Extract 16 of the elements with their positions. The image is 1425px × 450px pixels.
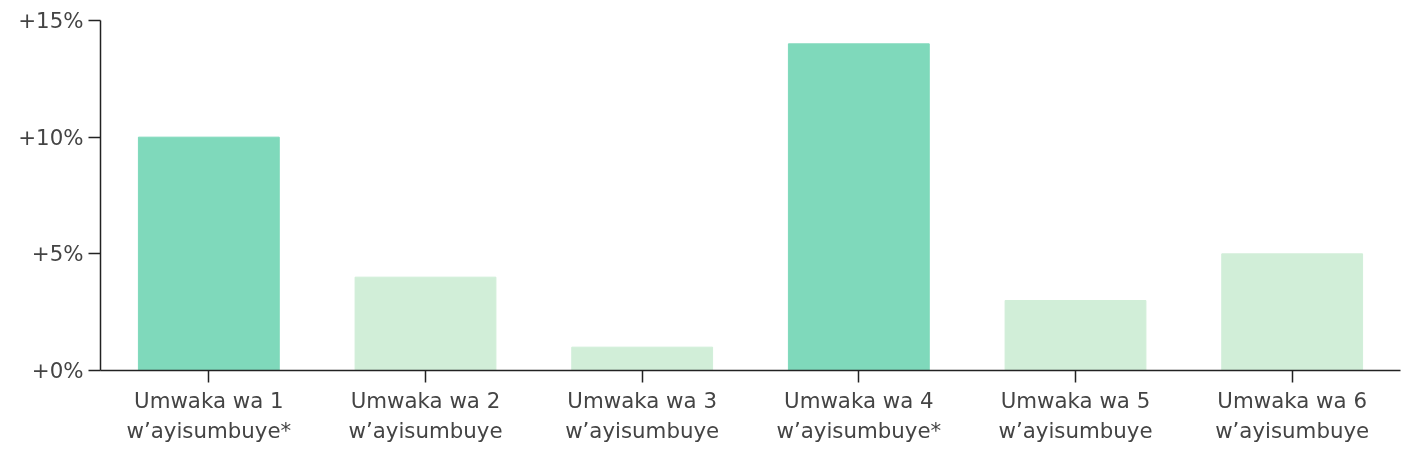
- bar: [787, 43, 930, 371]
- y-tick-label: +5%: [31, 241, 84, 267]
- bar: [1221, 253, 1364, 371]
- x-tick-label: Umwaka wa 6 w’ayisumbuye: [1215, 387, 1370, 443]
- y-tick-label: +15%: [18, 8, 84, 33]
- y-tick-label: +10%: [18, 124, 84, 150]
- x-tick-label: Umwaka wa 1 w’ayisumbuye*: [126, 387, 292, 443]
- bar: [1004, 300, 1147, 371]
- x-tick-label: Umwaka wa 4 w’ayisumbuye*: [776, 387, 942, 443]
- x-tick-label: Umwaka wa 2 w’ayisumbuye: [348, 387, 503, 443]
- y-tick-label: +0%: [31, 358, 84, 383]
- bar: [354, 276, 497, 371]
- bar: [571, 346, 714, 371]
- bar: [137, 136, 280, 371]
- x-tick-label: Umwaka wa 3 w’ayisumbuye: [565, 387, 720, 443]
- x-tick-label: Umwaka wa 5 w’ayisumbuye: [998, 387, 1153, 443]
